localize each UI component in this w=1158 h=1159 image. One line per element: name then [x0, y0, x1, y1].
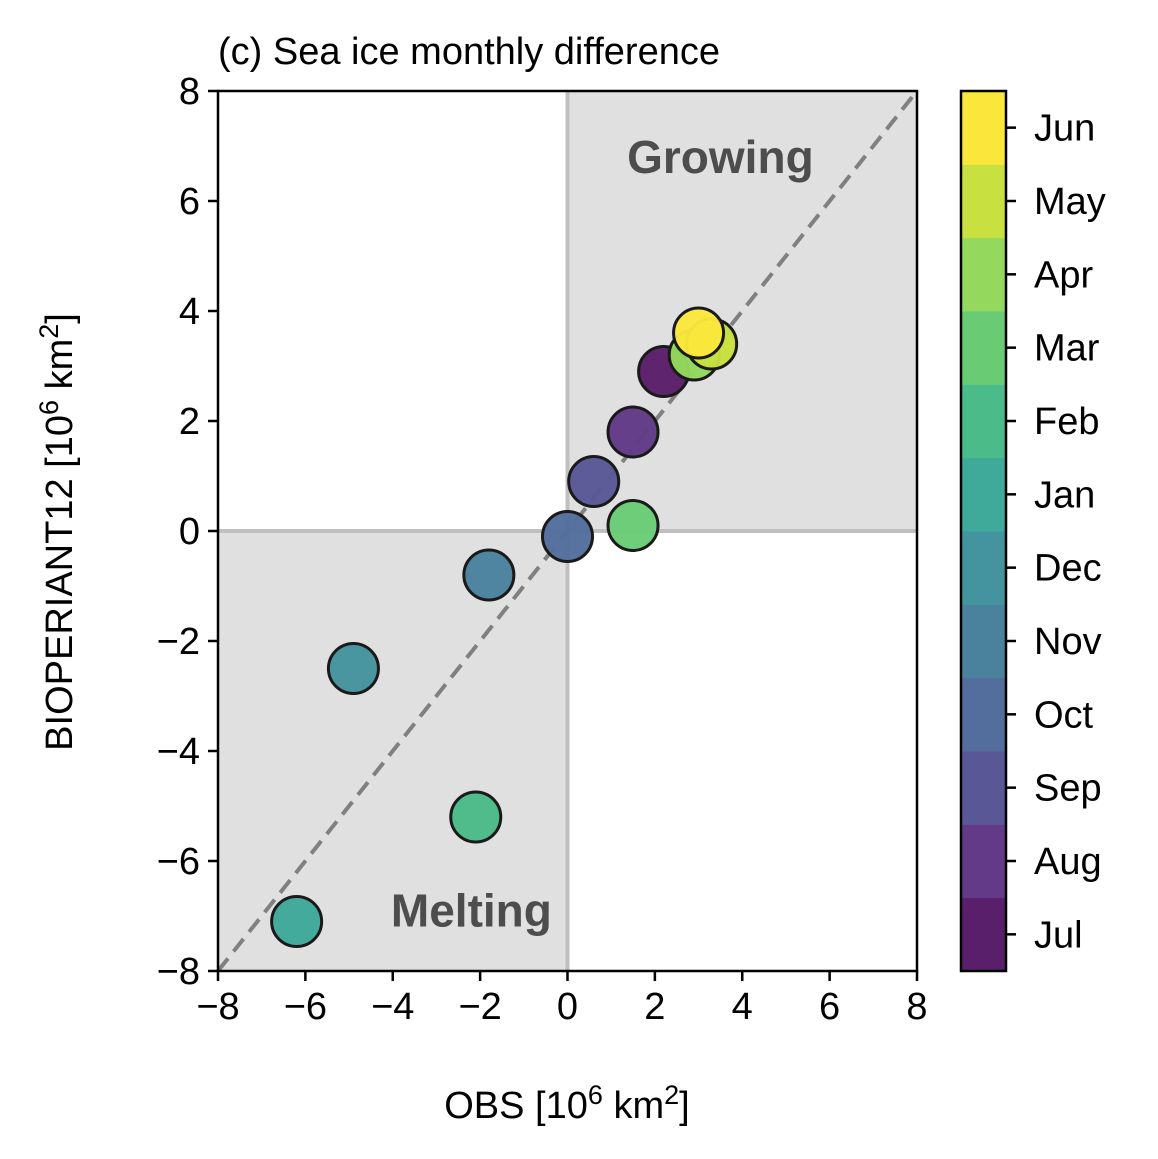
colorbar-segment-jul — [961, 897, 1006, 972]
colorbar-segment-mar — [961, 311, 1006, 385]
label-text: BIOPERIANT12 [10 — [39, 415, 81, 751]
colorbar-frame — [959, 89, 1008, 973]
colorbar-label-dec: Dec — [1034, 548, 1102, 590]
y-tick-label: −2 — [157, 621, 200, 663]
colorbar-label-mar: Mar — [1034, 328, 1100, 370]
label-text: ] — [39, 313, 81, 324]
colorbar-segment-jan — [961, 457, 1006, 532]
y-tick-label: −8 — [157, 951, 200, 993]
colorbar-segment-aug — [961, 824, 1006, 899]
y-axis-label: BIOPERIANT12 [106 km2] — [34, 313, 81, 751]
colorbar-label-oct: Oct — [1034, 694, 1094, 736]
point-aug — [606, 405, 660, 459]
x-tick-label: 2 — [644, 986, 665, 1028]
point-dec — [326, 642, 380, 695]
x-tick-label: 0 — [557, 986, 578, 1028]
label-text: km — [39, 339, 81, 400]
point-jun — [672, 306, 726, 360]
point-mar — [606, 499, 660, 552]
label-text: ] — [679, 1085, 690, 1127]
point-sep — [567, 455, 621, 508]
colorbar-label-jan: Jan — [1034, 474, 1095, 516]
colorbar-segment-feb — [961, 384, 1006, 459]
x-tick-label: −2 — [458, 986, 501, 1028]
colorbar-label-sep: Sep — [1034, 768, 1102, 810]
superscript: 6 — [34, 400, 64, 415]
colorbar: Jul Aug Sep Oct Nov Dec Jan Feb Mar Apr May Jun — [959, 89, 1106, 973]
colorbar-label-jul: Jul — [1034, 914, 1083, 956]
superscript: 2 — [34, 324, 64, 339]
y-tick-label: 2 — [179, 401, 200, 443]
point-nov — [462, 548, 516, 602]
label-text: km — [603, 1085, 664, 1127]
colorbar-label-aug: Aug — [1034, 841, 1102, 883]
point-feb — [449, 790, 503, 844]
colorbar-segment-apr — [961, 237, 1006, 312]
colorbar-segment-oct — [961, 677, 1006, 752]
superscript: 6 — [588, 1080, 603, 1110]
scatter-points — [270, 306, 739, 948]
point-oct — [541, 510, 594, 563]
label-text: OBS [10 — [444, 1085, 588, 1127]
x-axis-label: OBS [106 km2] — [444, 1080, 689, 1127]
x-tick-label: −4 — [371, 986, 414, 1028]
y-tick-label: 6 — [179, 181, 200, 223]
y-tick-label: 0 — [179, 511, 200, 553]
y-tick-label: −6 — [157, 841, 200, 883]
x-tick-label: 8 — [906, 986, 927, 1028]
x-tick-label: −8 — [196, 986, 239, 1028]
annotation-melting: Melting — [391, 885, 552, 937]
colorbar-segment-nov — [961, 604, 1006, 679]
colorbar-label-nov: Nov — [1034, 621, 1102, 663]
colorbar-segment-may — [961, 164, 1006, 239]
colorbar-segment-dec — [961, 531, 1006, 605]
ticks: −8 −6 −4 −2 0 2 4 6 8 −8 −6 −4 −2 0 2 4 6 8 — [157, 71, 928, 1028]
colorbar-label-apr: Apr — [1034, 254, 1093, 296]
colorbar-label-may: May — [1034, 181, 1106, 223]
colorbar-label-feb: Feb — [1034, 401, 1099, 443]
annotations: Growing Melting — [391, 131, 814, 937]
point-jan — [270, 895, 324, 948]
y-tick-label: 4 — [179, 291, 200, 333]
colorbar-segment-jun — [961, 91, 1006, 165]
x-tick-label: 4 — [732, 986, 753, 1028]
annotation-growing: Growing — [627, 131, 814, 183]
y-tick-label: −4 — [157, 731, 200, 773]
x-tick-label: −6 — [284, 986, 327, 1028]
colorbar-label-jun: Jun — [1034, 108, 1095, 150]
y-tick-label: 8 — [179, 71, 200, 113]
superscript: 2 — [664, 1080, 679, 1110]
x-tick-label: 6 — [819, 986, 840, 1028]
chart-title: (c) Sea ice monthly difference — [218, 31, 720, 73]
colorbar-segment-sep — [961, 751, 1006, 825]
